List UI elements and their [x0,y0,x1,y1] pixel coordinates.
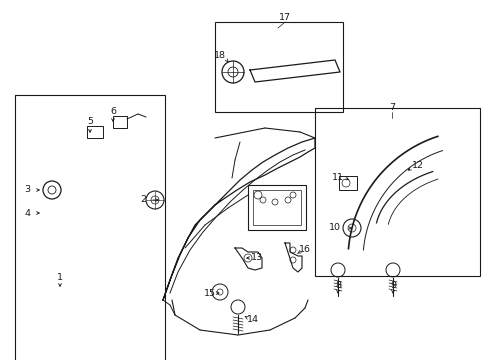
Text: 8: 8 [335,280,341,289]
Bar [215,22,343,112]
Bar [248,185,306,230]
Text: 3: 3 [24,185,30,194]
Text: 13: 13 [251,253,263,262]
Bar [87,126,103,138]
Text: 9: 9 [390,280,396,289]
Bar [253,190,301,225]
Text: 4: 4 [24,208,30,217]
Text: 16: 16 [299,246,311,255]
Bar [315,108,480,276]
Text: 12: 12 [412,161,424,170]
Text: 10: 10 [329,224,341,233]
Text: 5: 5 [87,117,93,126]
Text: 11: 11 [332,172,344,181]
Text: 17: 17 [279,13,291,22]
Bar [15,95,165,360]
Text: 2: 2 [140,195,146,204]
Text: 18: 18 [214,50,226,59]
Text: 1: 1 [57,274,63,283]
Text: 14: 14 [247,315,259,324]
Text: 6: 6 [110,108,116,117]
Text: 15: 15 [204,288,216,297]
Bar [339,176,357,190]
Bar [113,116,127,128]
Text: 7: 7 [389,104,395,112]
